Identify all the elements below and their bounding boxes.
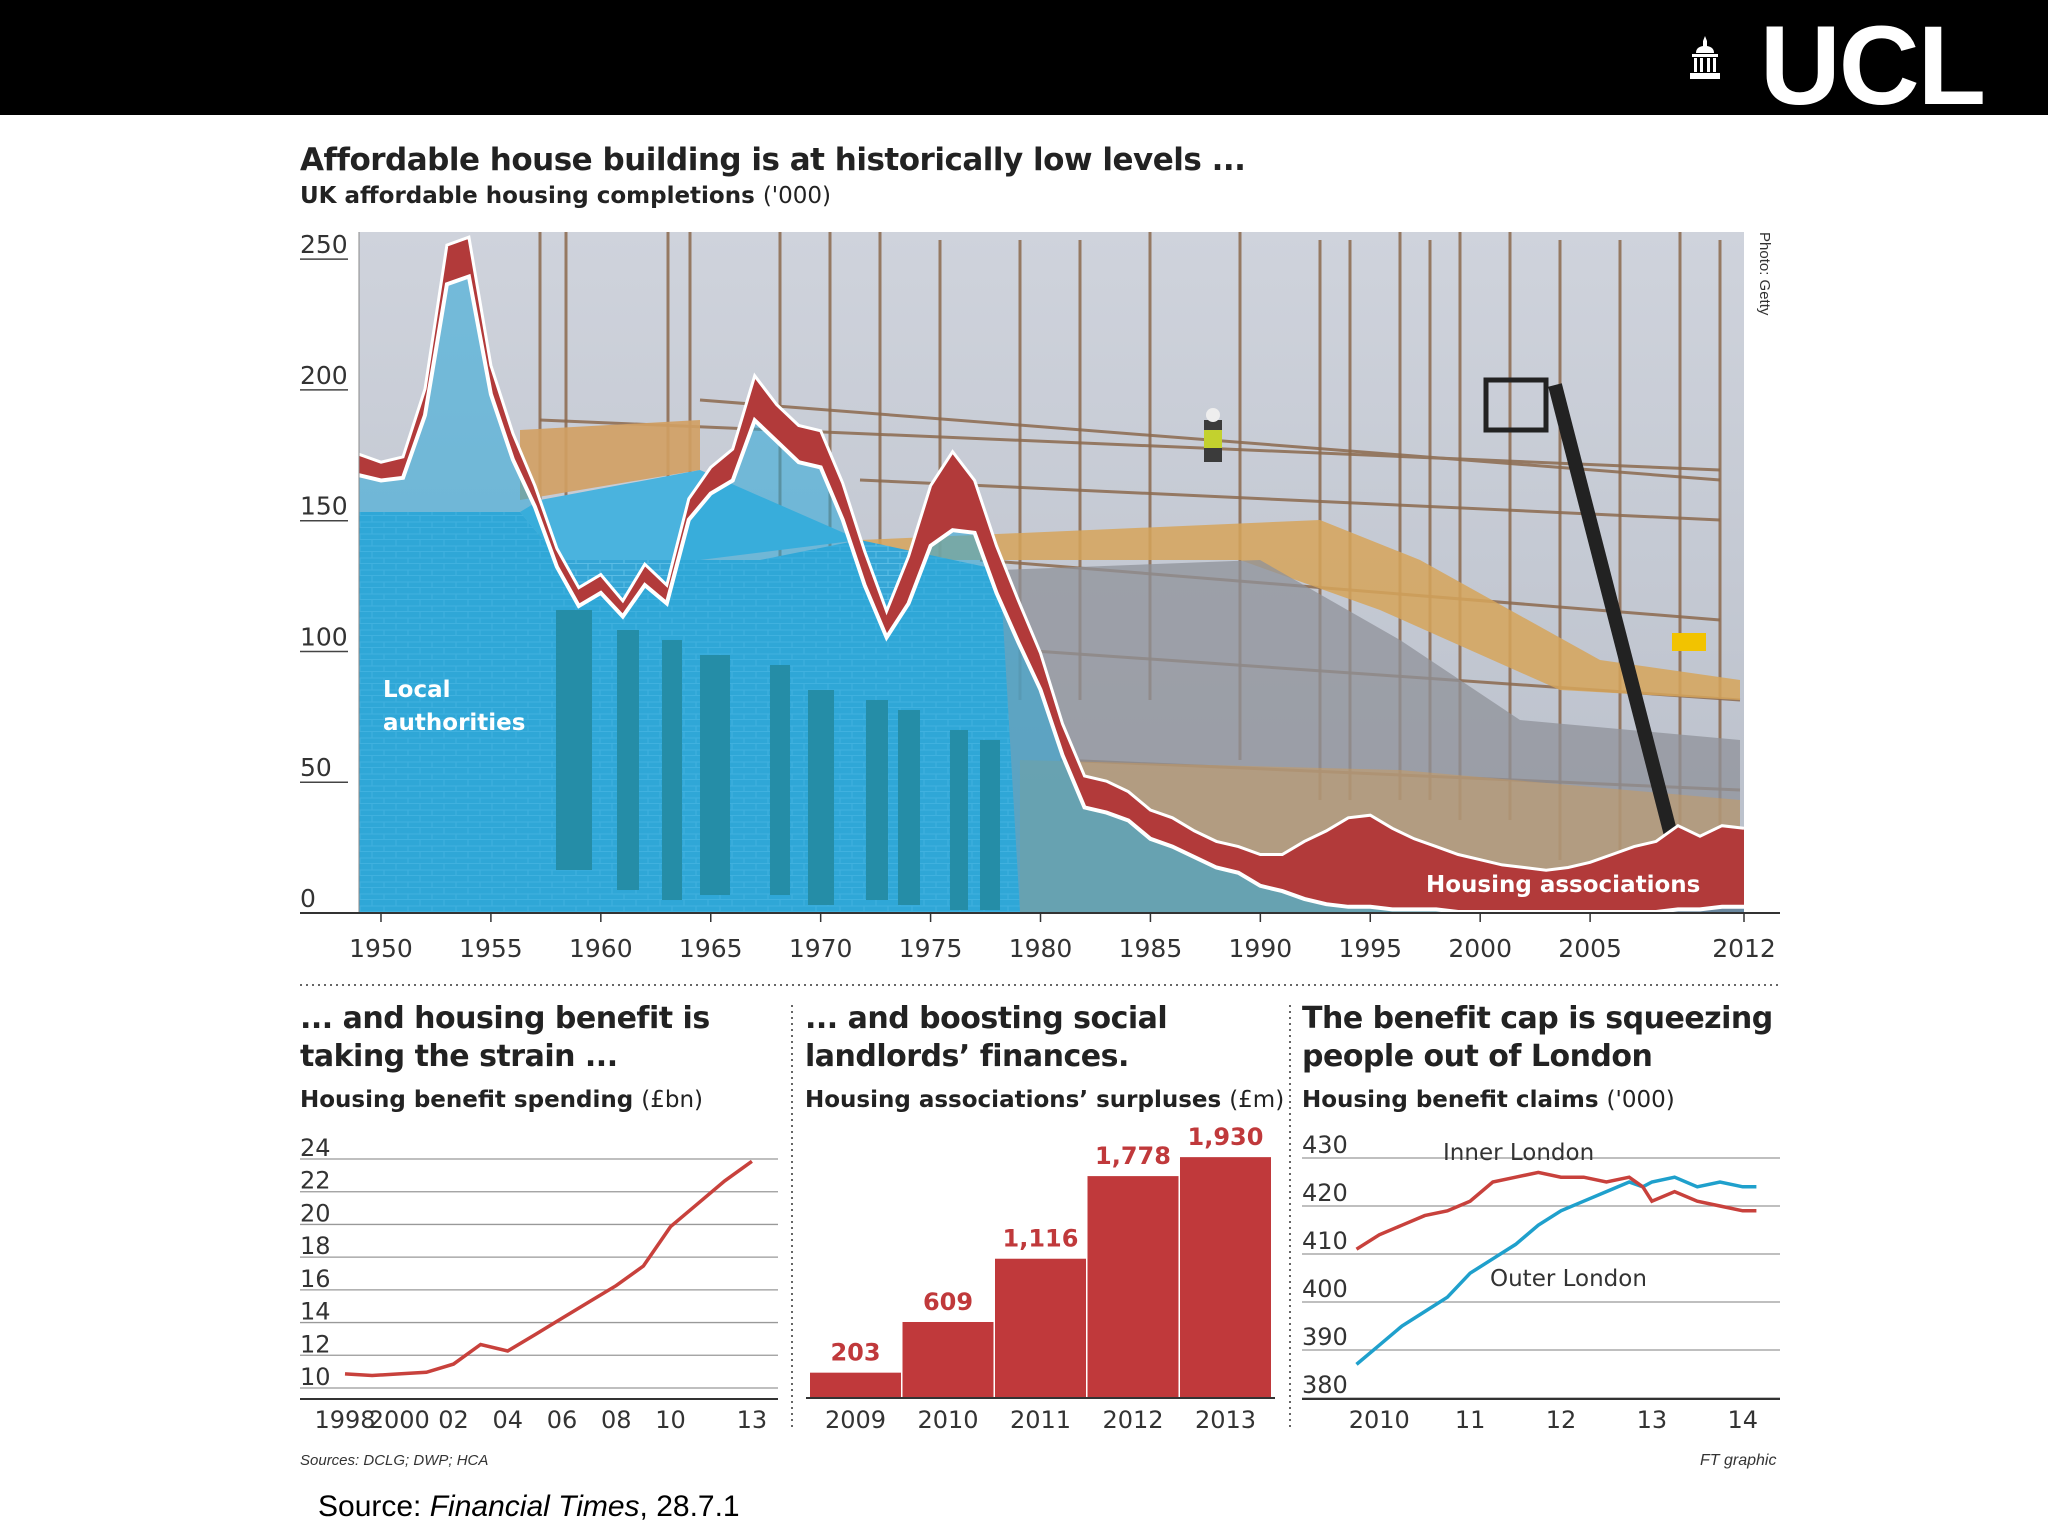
ft-graphic-credit: FT graphic (1700, 1452, 1777, 1469)
panel2-subtitle-unit: (£m) (1229, 1087, 1285, 1113)
panel2-subtitle-text: Housing associations’ surpluses (805, 1087, 1222, 1113)
panel3-title: The benefit cap is squeezing people out … (1302, 1000, 1773, 1076)
header-bar: UCL (0, 0, 2048, 128)
main-chart-subtitle-unit: ('000) (762, 183, 831, 209)
local-authorities-label: Local authorities (383, 674, 525, 740)
source-date: , 28.7.1 (639, 1490, 740, 1523)
main-chart-subtitle-text: UK affordable housing completions (300, 183, 755, 209)
panel2-title-line2: landlords’ finances. (805, 1039, 1129, 1074)
source-citation: Source: Financial Times, 28.7.1 (318, 1490, 740, 1524)
photo-credit: Photo: Getty (1756, 232, 1773, 316)
panel1-title-line1: ... and housing benefit is (300, 1001, 710, 1036)
panel2-title: ... and boosting social landlords’ finan… (805, 1000, 1168, 1076)
main-chart-subtitle: UK affordable housing completions ('000) (300, 183, 831, 209)
ucl-logo: UCL (1759, 3, 1986, 128)
panel1-title: ... and housing benefit is taking the st… (300, 1000, 710, 1076)
panel3-subtitle-unit: ('000) (1606, 1087, 1675, 1113)
portico-icon (1690, 36, 1720, 79)
panel2-title-line1: ... and boosting social (805, 1001, 1168, 1036)
main-chart-title: Affordable house building is at historic… (300, 142, 1246, 178)
source-prefix: Source: (318, 1490, 430, 1523)
panel3-title-line2: people out of London (1302, 1039, 1653, 1074)
panel1-subtitle-text: Housing benefit spending (300, 1087, 634, 1113)
panel3-subtitle-text: Housing benefit claims (1302, 1087, 1599, 1113)
source-publication: Financial Times (429, 1490, 640, 1523)
panel1-subtitle: Housing benefit spending (£bn) (300, 1087, 703, 1113)
local-authorities-label-line2: authorities (383, 710, 526, 736)
panel2-subtitle: Housing associations’ surpluses (£m) (805, 1087, 1284, 1113)
panel3-subtitle: Housing benefit claims ('000) (1302, 1087, 1675, 1113)
panel1-title-line2: taking the strain ... (300, 1039, 618, 1074)
panel3-title-line1: The benefit cap is squeezing (1302, 1001, 1773, 1036)
panel1-subtitle-unit: (£bn) (641, 1087, 704, 1113)
housing-associations-label: Housing associations (1426, 872, 1701, 898)
local-authorities-label-line1: Local (383, 677, 451, 703)
sources-note: Sources: DCLG; DWP; HCA (300, 1452, 489, 1469)
